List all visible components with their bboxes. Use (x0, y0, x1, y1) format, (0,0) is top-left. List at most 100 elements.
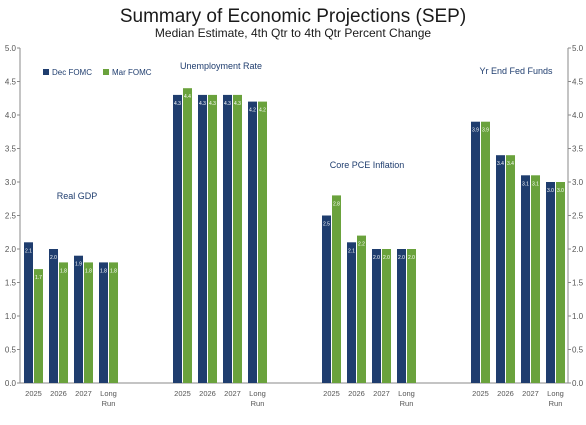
y-tick-label-right: 2.0 (572, 245, 584, 254)
y-tick-label-right: 2.5 (572, 212, 584, 221)
x-tick-label: 2026 (50, 389, 67, 398)
data-label-mar: 2.2 (358, 242, 365, 248)
x-tick-label: Run (102, 399, 116, 408)
bar-dec-fomc (471, 121, 480, 383)
y-tick-label-right: 1.5 (572, 279, 584, 288)
y-tick-label-right: 3.5 (572, 145, 584, 154)
data-label-dec: 4.3 (199, 101, 206, 107)
bar-dec-fomc (223, 94, 232, 384)
y-tick-label-right: 1.0 (572, 312, 584, 321)
x-tick-label: 2026 (497, 389, 514, 398)
data-label-dec: 4.3 (174, 101, 181, 107)
x-tick-label: Long (398, 389, 415, 398)
bar-mar-fomc (208, 94, 217, 384)
y-tick-label-left: 0.5 (5, 346, 17, 355)
data-label-dec: 3.4 (497, 161, 504, 167)
bar-dec-fomc (397, 249, 406, 383)
x-tick-label: 2025 (174, 389, 191, 398)
data-label-dec: 2.5 (323, 222, 330, 228)
legend-swatch-dec (43, 69, 49, 75)
data-label-dec: 2.0 (373, 255, 380, 261)
group-label: Real GDP (57, 191, 98, 201)
data-label-mar: 3.0 (557, 188, 564, 194)
group-label: Yr End Fed Funds (479, 66, 553, 76)
y-tick-label-left: 3.0 (5, 178, 17, 187)
bar-mar-fomc (109, 262, 118, 383)
x-tick-label: Run (549, 399, 563, 408)
bar-mar-fomc (59, 262, 68, 383)
x-tick-label: 2027 (224, 389, 241, 398)
data-label-mar: 2.8 (333, 201, 340, 207)
legend-swatch-mar (103, 69, 109, 75)
bar-dec-fomc (173, 94, 182, 384)
bar-dec-fomc (74, 255, 83, 383)
bar-mar-fomc (357, 235, 366, 383)
bar-mar-fomc (556, 182, 565, 383)
x-tick-label: Run (251, 399, 265, 408)
bar-dec-fomc (347, 242, 356, 383)
legend-label-dec: Dec FOMC (52, 68, 92, 77)
data-label-dec: 1.8 (100, 268, 107, 274)
bar-mar-fomc (506, 155, 515, 383)
y-tick-label-right: 0.5 (572, 346, 584, 355)
data-label-mar: 4.4 (184, 94, 191, 100)
bar-mar-fomc (407, 249, 416, 383)
data-label-mar: 2.0 (408, 255, 415, 261)
bar-dec-fomc (372, 249, 381, 383)
x-tick-label: 2025 (25, 389, 42, 398)
data-label-dec: 2.0 (50, 255, 57, 261)
x-tick-label: Run (400, 399, 414, 408)
x-tick-label: 2025 (472, 389, 489, 398)
bar-mar-fomc (84, 262, 93, 383)
bar-dec-fomc (198, 94, 207, 384)
x-tick-label: 2027 (522, 389, 539, 398)
x-tick-label: 2027 (373, 389, 390, 398)
bar-dec-fomc (521, 175, 530, 383)
bar-dec-fomc (546, 182, 555, 383)
x-tick-label: 2026 (199, 389, 216, 398)
y-tick-label-right: 4.0 (572, 111, 584, 120)
bar-dec-fomc (24, 242, 33, 383)
data-label-dec: 3.0 (547, 188, 554, 194)
data-label-dec: 2.1 (348, 248, 355, 254)
chart-subtitle: Median Estimate, 4th Qtr to 4th Qtr Perc… (154, 26, 432, 40)
x-tick-label: 2025 (323, 389, 340, 398)
y-tick-label-right: 4.5 (572, 78, 584, 87)
y-tick-label-left: 2.5 (5, 212, 17, 221)
bar-dec-fomc (322, 215, 331, 383)
data-label-mar: 1.8 (60, 268, 67, 274)
bar-mar-fomc (531, 175, 540, 383)
x-tick-label: Long (249, 389, 266, 398)
data-label-dec: 3.1 (522, 181, 529, 187)
data-label-mar: 2.0 (383, 255, 390, 261)
bar-mar-fomc (34, 269, 43, 383)
y-tick-label-right: 5.0 (572, 44, 584, 53)
bar-dec-fomc (99, 262, 108, 383)
y-tick-label-left: 0.0 (5, 379, 17, 388)
group-label: Core PCE Inflation (330, 160, 405, 170)
data-label-dec: 4.2 (249, 108, 256, 114)
data-label-mar: 1.8 (85, 268, 92, 274)
data-label-dec: 4.3 (224, 101, 231, 107)
bar-dec-fomc (496, 155, 505, 383)
data-label-dec: 2.1 (25, 248, 32, 254)
bar-dec-fomc (248, 101, 257, 383)
y-tick-label-left: 4.0 (5, 111, 17, 120)
bar-mar-fomc (382, 249, 391, 383)
data-label-mar: 1.8 (110, 268, 117, 274)
legend-label-mar: Mar FOMC (112, 68, 152, 77)
y-tick-label-left: 4.5 (5, 78, 17, 87)
bar-mar-fomc (332, 195, 341, 383)
data-label-mar: 3.4 (507, 161, 514, 167)
y-tick-label-left: 1.5 (5, 279, 17, 288)
data-label-mar: 3.9 (482, 128, 489, 134)
y-tick-label-right: 3.0 (572, 178, 584, 187)
bar-mar-fomc (258, 101, 267, 383)
data-label-dec: 1.9 (75, 262, 82, 268)
x-tick-label: Long (547, 389, 564, 398)
bar-mar-fomc (481, 121, 490, 383)
data-label-mar: 4.2 (259, 108, 266, 114)
y-tick-label-left: 5.0 (5, 44, 17, 53)
x-tick-label: Long (100, 389, 117, 398)
